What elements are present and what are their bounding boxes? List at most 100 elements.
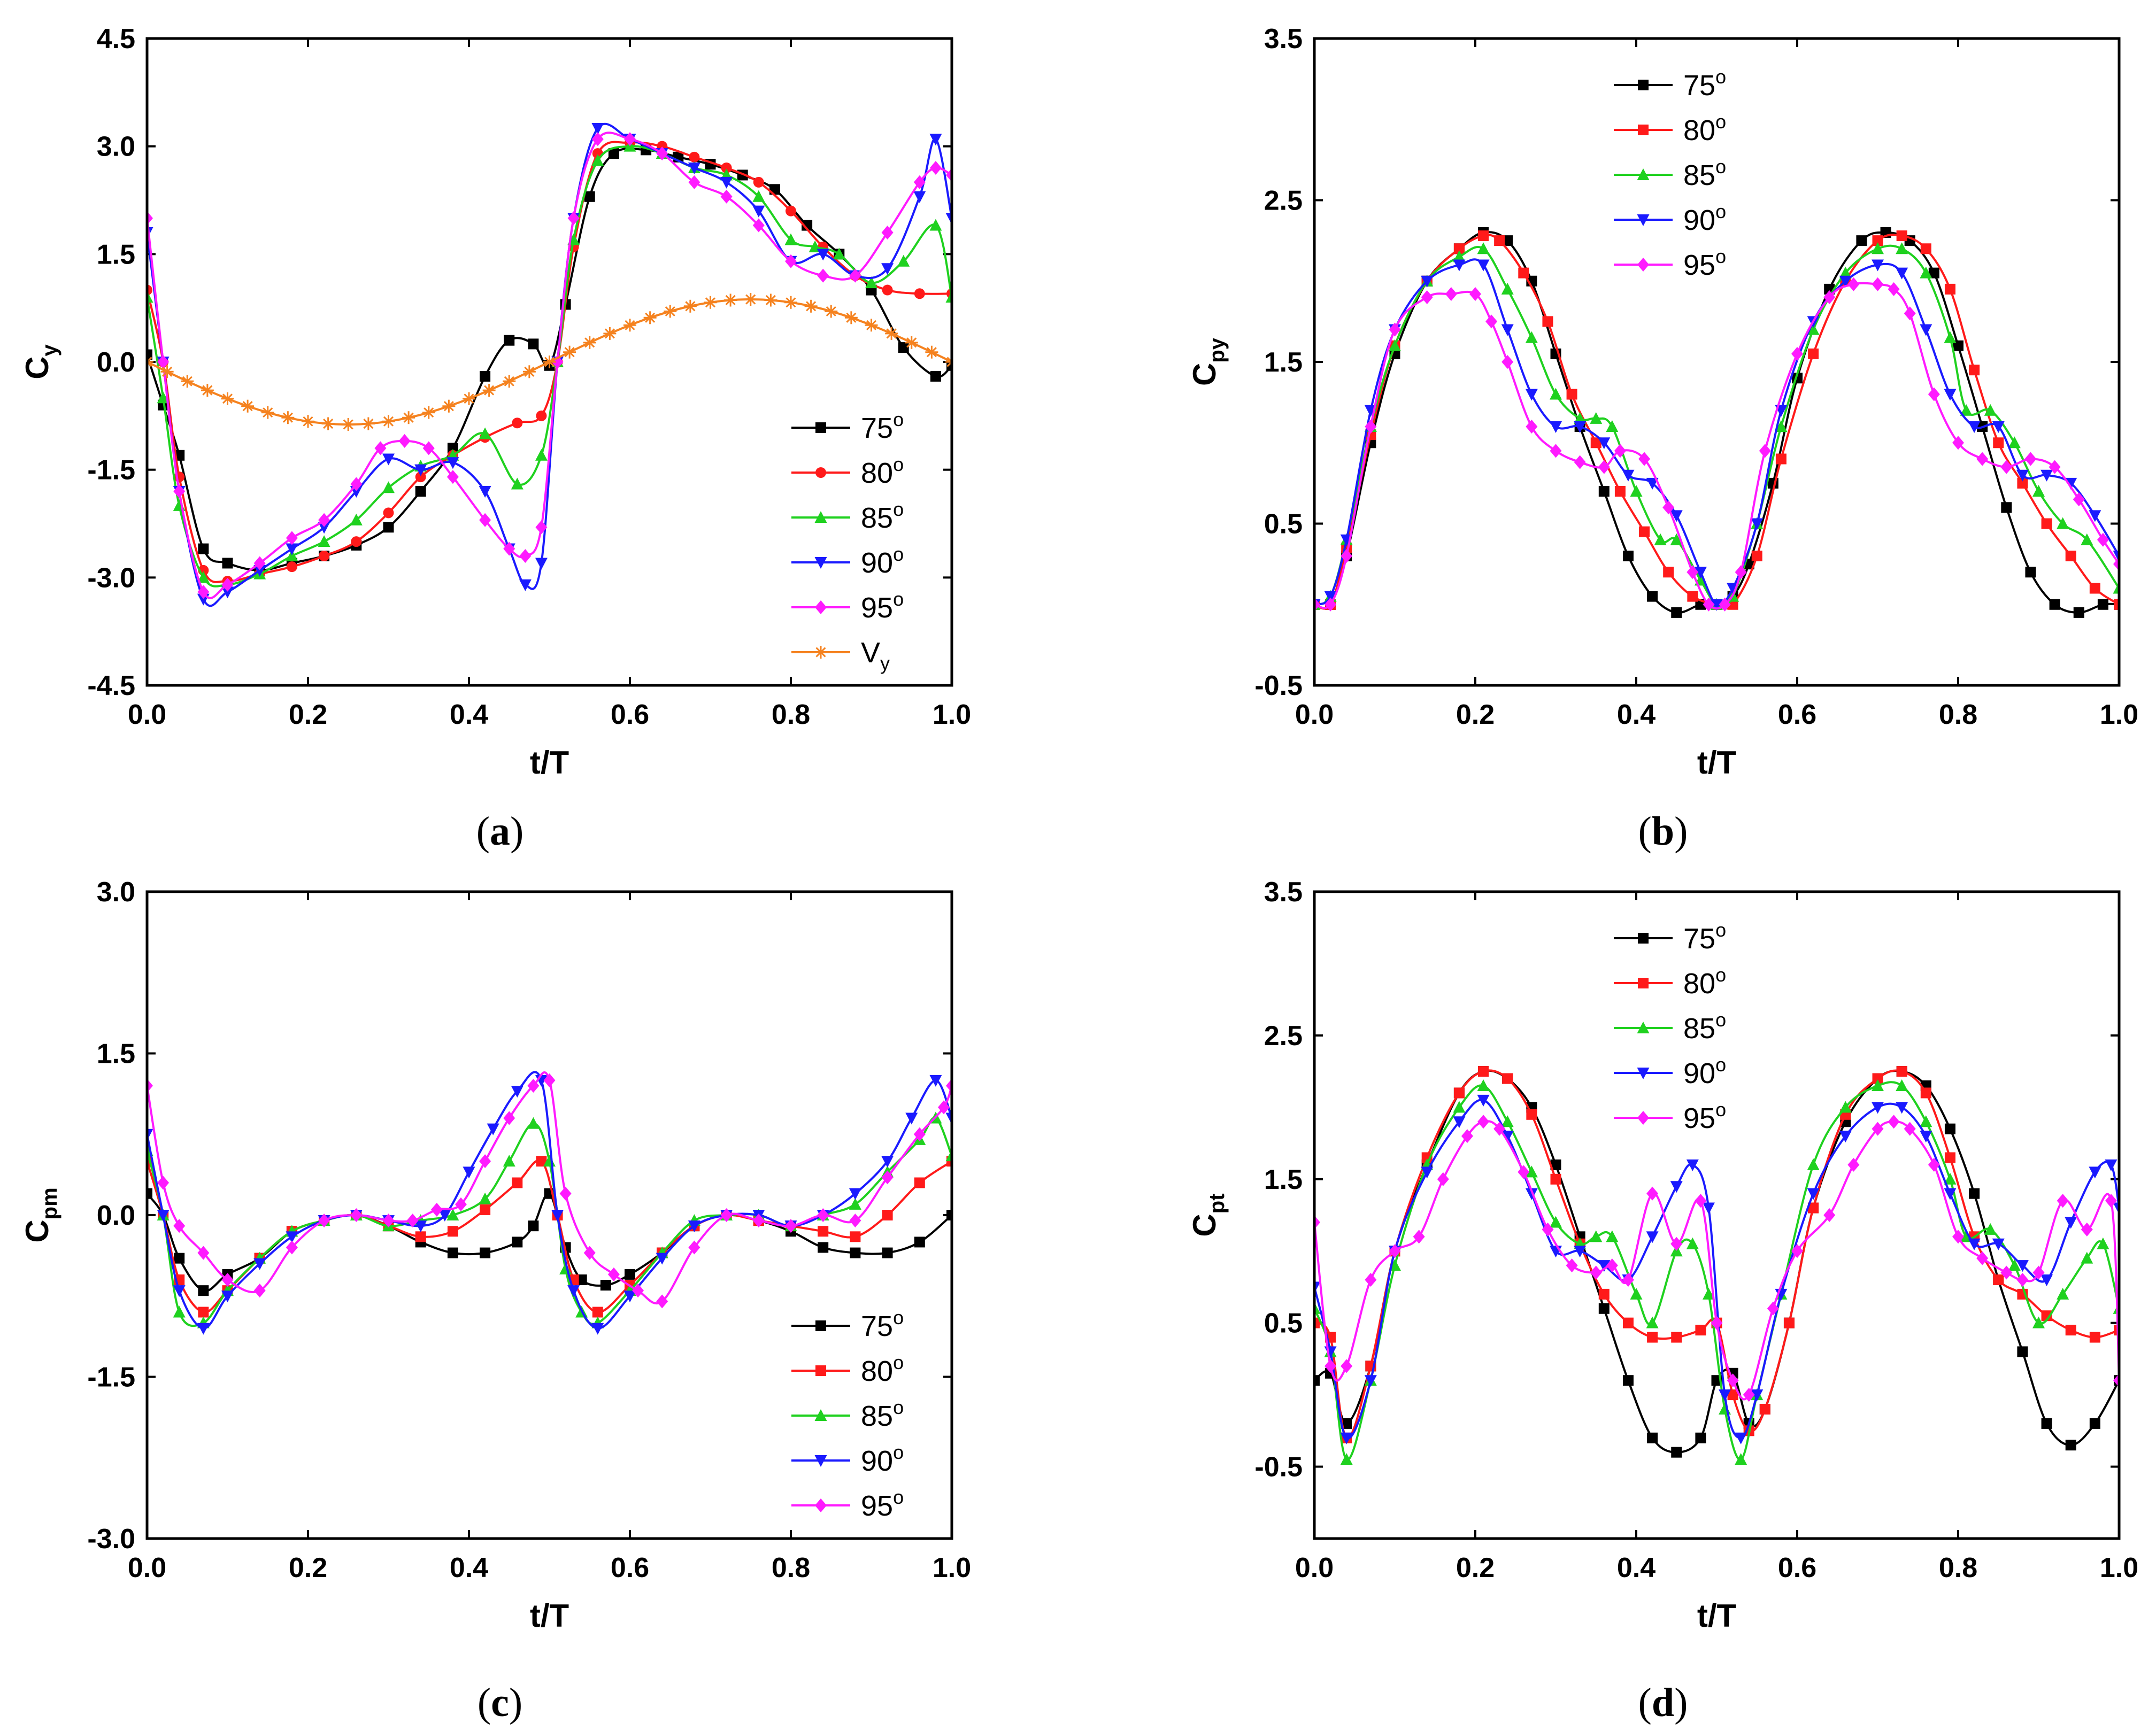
series-95 [1314, 1115, 2119, 1402]
data-point [147, 349, 152, 360]
data-point [1856, 235, 1867, 246]
data-point [543, 1073, 556, 1087]
caption-a: (a) [476, 809, 524, 854]
data-point [623, 319, 636, 332]
data-point [157, 355, 170, 369]
data-point [286, 531, 298, 545]
data-point [351, 536, 362, 547]
y-axis-title-main: C [19, 356, 55, 379]
x-tick-label: 0.8 [1939, 1552, 1977, 1583]
data-point [1606, 420, 1619, 432]
data-point [1461, 1129, 1473, 1143]
data-point [818, 1226, 829, 1237]
y-tick-label: -0.5 [1254, 1452, 1303, 1483]
data-point [173, 1305, 186, 1318]
data-point [2041, 1418, 2052, 1429]
data-point [536, 1156, 547, 1167]
data-point [1944, 1123, 1955, 1134]
data-point [1872, 1079, 1884, 1091]
data-point [1518, 1165, 1530, 1179]
data-point [2065, 551, 2076, 561]
data-point [1590, 1230, 1603, 1242]
legend-label-main: 80 [1683, 114, 1715, 146]
legend-item-75: 75o [1614, 66, 1726, 102]
data-point [1751, 518, 1764, 530]
data-point [591, 132, 604, 146]
data-point [318, 1214, 330, 1228]
data-point [1646, 477, 1659, 490]
data-point [147, 1188, 152, 1199]
data-point [1872, 1122, 1884, 1136]
data-point [174, 1253, 185, 1264]
legend-label-superscript: o [893, 1351, 904, 1373]
data-point [1952, 1230, 1964, 1244]
data-point [286, 550, 298, 561]
data-point [382, 415, 395, 428]
data-point [591, 154, 604, 166]
data-point [519, 579, 532, 591]
legend-label-superscript: o [893, 543, 904, 565]
data-point [1969, 1188, 1980, 1199]
data-point [905, 336, 918, 349]
panel-captions: (a) (b) (c) (d) [476, 809, 1688, 1725]
legend-label: 85o [861, 498, 904, 534]
data-point [946, 1210, 952, 1220]
data-point [173, 484, 186, 498]
data-point [881, 1170, 894, 1185]
legend-label: 80o [861, 453, 904, 489]
data-point [656, 146, 668, 161]
data-point [1872, 259, 1884, 272]
y-tick-label: 4.5 [97, 24, 135, 55]
data-point [945, 1149, 952, 1162]
data-point [1590, 1265, 1602, 1280]
legend-label-main: 90 [861, 547, 893, 579]
data-point [415, 472, 426, 483]
data-point [1719, 1389, 1731, 1402]
y-tick-label: 0.5 [1264, 1308, 1303, 1339]
x-tick-label: 0.2 [289, 699, 327, 730]
data-point [511, 477, 523, 490]
data-point [1920, 324, 1932, 336]
data-point [1968, 1238, 1981, 1250]
plot-frame-a [145, 37, 953, 687]
legend-swatch-marker [1638, 80, 1649, 90]
legend-label: 85o [1683, 1009, 1726, 1045]
data-point [2113, 557, 2119, 571]
data-point [318, 522, 330, 534]
data-point [302, 415, 314, 428]
data-point [221, 1273, 234, 1287]
data-point [882, 284, 893, 296]
legend-label-main: 95 [861, 1490, 893, 1522]
plot-frame-c [145, 890, 953, 1540]
data-point [1896, 1079, 1908, 1091]
data-point [2017, 477, 2028, 489]
data-point [446, 470, 459, 484]
legend-item-80: 80o [791, 1351, 904, 1387]
y-axis-title-subscript: y [38, 344, 61, 356]
data-point [1389, 339, 1401, 351]
data-point [1928, 387, 1940, 401]
x-tick-label: 1.0 [933, 1552, 971, 1583]
data-point [881, 226, 894, 239]
caption-paren: ) [510, 809, 523, 854]
data-point [850, 1231, 861, 1242]
data-point [689, 151, 700, 163]
data-point [1494, 235, 1505, 246]
data-point [2089, 583, 2100, 594]
data-point [222, 558, 233, 569]
data-point [1502, 355, 1514, 369]
legend-label-main: 85 [861, 1400, 893, 1432]
data-point [414, 464, 427, 476]
data-point [1389, 1244, 1401, 1258]
data-point [438, 1210, 451, 1222]
legend-swatch-marker [1637, 1111, 1649, 1125]
legend-label-main: 75 [861, 412, 893, 444]
caption-paren: ( [476, 809, 490, 854]
legend-swatch-marker [1638, 125, 1649, 135]
data-point [1477, 1079, 1490, 1091]
legend-label-superscript: o [1715, 1054, 1726, 1076]
data-point [1694, 567, 1707, 579]
legend-label-main: 80 [861, 457, 893, 489]
x-tick-label: 0.2 [1456, 699, 1495, 730]
